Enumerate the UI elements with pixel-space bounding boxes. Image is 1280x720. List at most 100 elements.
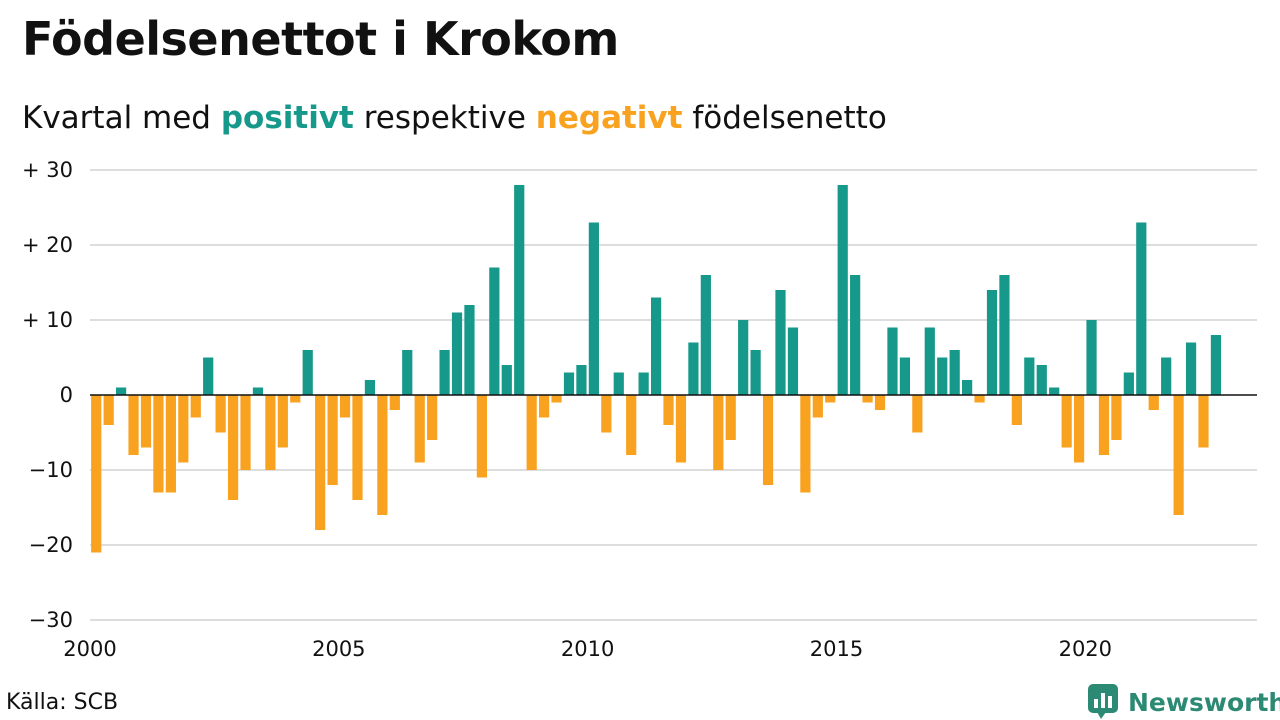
bar [1098, 395, 1110, 455]
bar [725, 395, 736, 440]
bar [377, 395, 388, 515]
bar [837, 185, 848, 395]
bars [91, 185, 1222, 553]
bar [1024, 357, 1035, 395]
bar [862, 395, 873, 403]
y-tick-label: −20 [29, 533, 73, 557]
bar [750, 350, 761, 395]
source-note: Källa: SCB [6, 690, 119, 715]
bar [825, 395, 836, 403]
bar [1111, 395, 1122, 440]
bar [302, 350, 313, 395]
bar [203, 357, 214, 395]
y-tick-label: −30 [29, 608, 73, 632]
bar [626, 395, 637, 455]
subtitle-negative-label: negativt [535, 100, 683, 136]
y-tick-label: + 30 [22, 158, 73, 182]
subtitle-positive-label: positivt [220, 100, 354, 136]
bar [514, 185, 525, 395]
bar [364, 380, 376, 395]
bar [762, 395, 774, 485]
bar [800, 395, 811, 493]
brand-logo[interactable]: Newsworthy [1088, 684, 1280, 720]
y-tick-label: 0 [60, 383, 73, 407]
bar [1210, 335, 1222, 395]
bar [1136, 222, 1147, 395]
bar [613, 372, 624, 395]
bar-chart-speech-bubble-icon [1088, 684, 1118, 719]
bar [1036, 365, 1047, 395]
bar [165, 395, 176, 493]
x-tick-label: 2020 [1059, 637, 1112, 661]
bar [227, 395, 239, 500]
bar [439, 350, 450, 395]
bar [140, 395, 152, 448]
bar [91, 395, 102, 553]
y-tick-label: + 20 [22, 233, 73, 257]
bar [650, 297, 662, 395]
x-tick-label: 2015 [810, 637, 863, 661]
subtitle-middle: respektive [353, 100, 536, 136]
bar [153, 395, 164, 493]
bar [526, 395, 537, 470]
bar [427, 395, 438, 440]
bar [663, 395, 674, 425]
bar [290, 395, 301, 403]
x-tick-label: 2000 [63, 637, 116, 661]
bar [215, 395, 226, 433]
bar [339, 395, 351, 418]
chart-title: Födelsenettot i Krokom [22, 12, 619, 66]
bar [601, 395, 612, 433]
bar [414, 395, 425, 463]
x-tick-label: 2005 [312, 637, 365, 661]
subtitle-prefix: Kvartal med [22, 100, 221, 136]
bar [949, 350, 960, 395]
bar [190, 395, 201, 418]
chart-subtitle: Kvartal med positivt respektive negativt… [22, 100, 887, 136]
bar [1173, 395, 1184, 515]
bar [638, 372, 649, 395]
bar [103, 395, 114, 425]
bar [489, 267, 500, 395]
bar [1161, 357, 1172, 395]
bar [1086, 320, 1097, 395]
bar [265, 395, 276, 470]
bar [1123, 372, 1134, 395]
bar [974, 395, 985, 403]
y-tick-label: −10 [29, 458, 73, 482]
bar [563, 372, 575, 395]
bar [1061, 395, 1072, 448]
bar [912, 395, 923, 433]
bar [688, 342, 699, 395]
x-axis-ticks: 2000 2005 2010 2015 2020 [63, 637, 1112, 661]
bar [1148, 395, 1159, 410]
bar [352, 395, 363, 500]
y-tick-label: + 10 [22, 308, 73, 332]
brand-name: Newsworthy [1128, 687, 1280, 717]
bar [240, 395, 251, 470]
bar [402, 350, 413, 395]
bar [874, 395, 886, 410]
bar [315, 395, 326, 530]
bar [476, 395, 487, 478]
x-tick-label: 2010 [561, 637, 614, 661]
bar [924, 327, 935, 395]
bar [1049, 387, 1060, 395]
subtitle-suffix: födelsenetto [682, 100, 887, 136]
bar [1011, 395, 1022, 425]
bar [700, 275, 711, 395]
bar [986, 290, 998, 395]
bar [999, 275, 1010, 395]
bar [451, 312, 463, 395]
bar [327, 395, 338, 485]
bar [464, 305, 475, 395]
bar [501, 365, 512, 395]
bar [539, 395, 550, 418]
bar [812, 395, 823, 418]
bar [1198, 395, 1209, 448]
bar [551, 395, 562, 403]
bar [775, 290, 786, 395]
bar [128, 395, 139, 455]
bar [675, 395, 687, 463]
